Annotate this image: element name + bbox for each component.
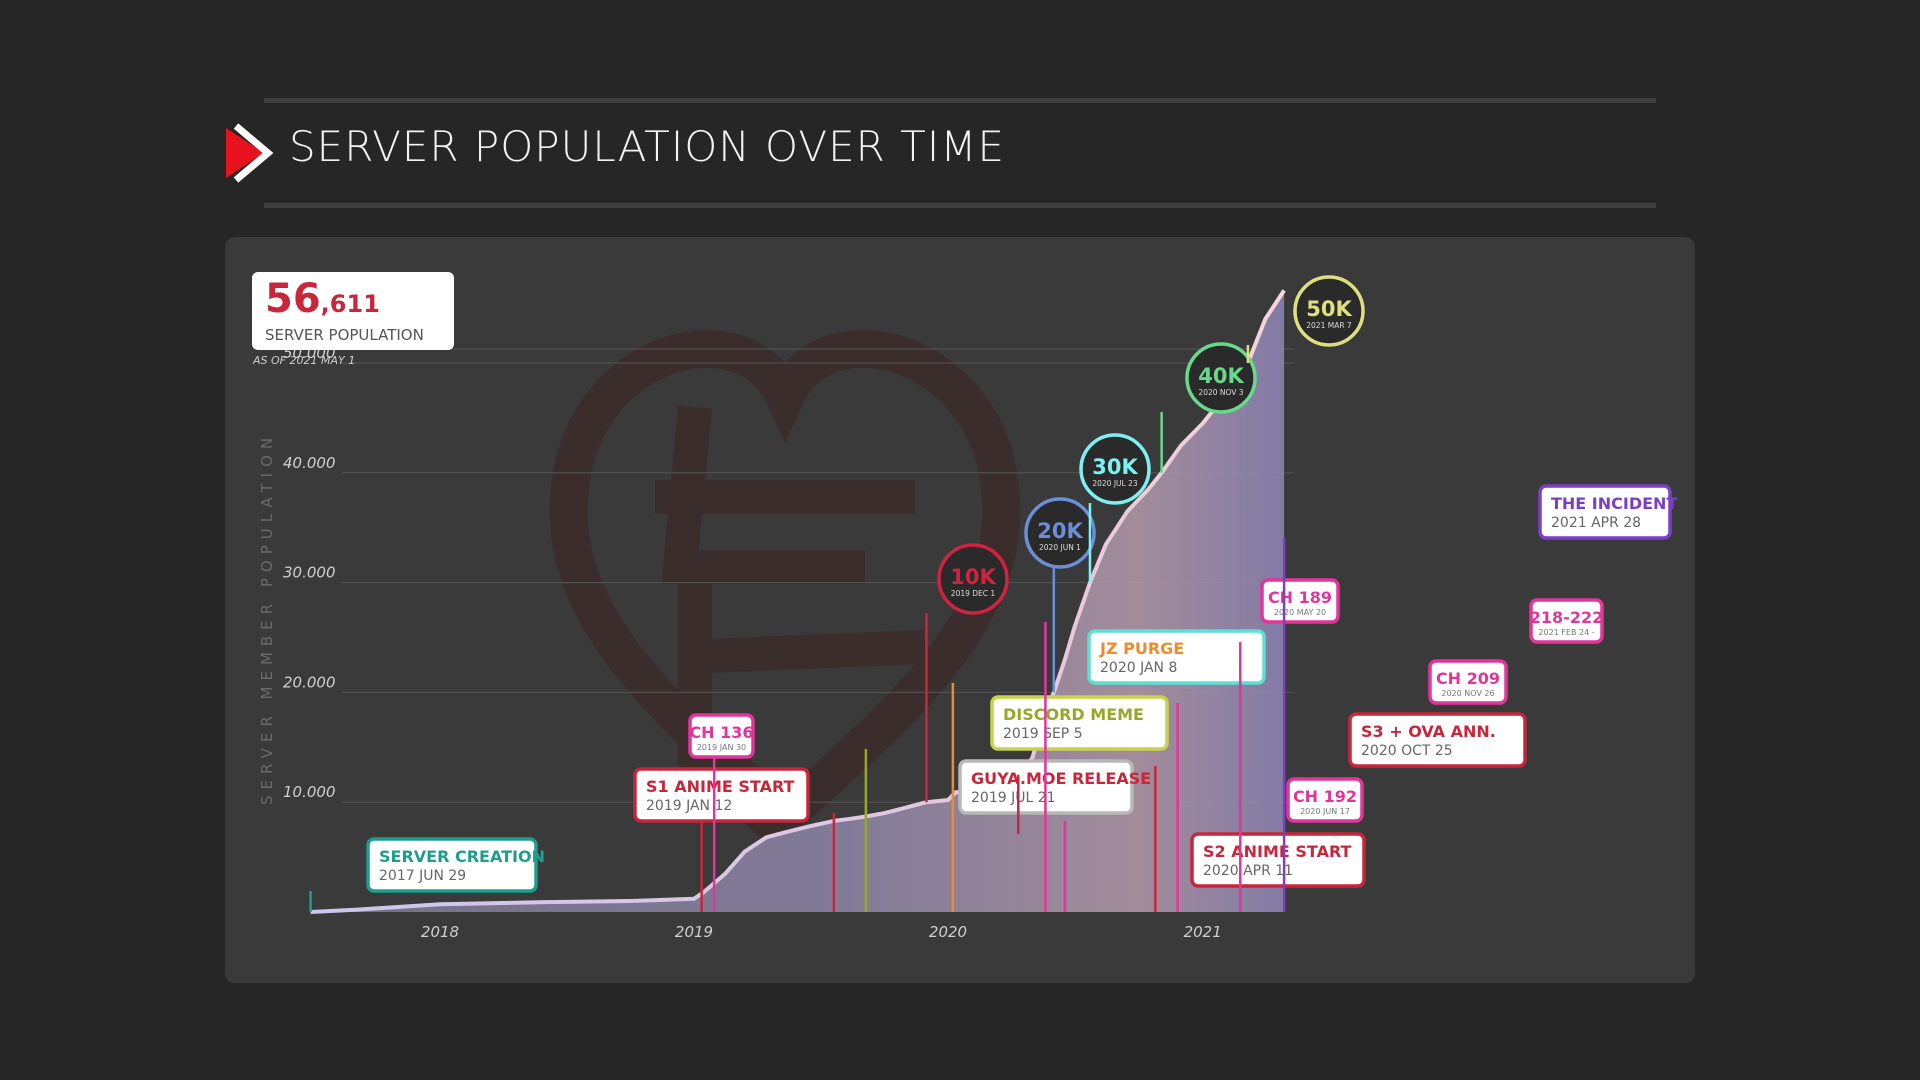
event-box — [366, 837, 538, 893]
milestone-date: 2021 MAR 7 — [1306, 321, 1352, 330]
page-title: SERVER POPULATION OVER TIME — [289, 122, 1005, 171]
event-box — [1538, 484, 1672, 540]
event-box — [633, 767, 810, 823]
y-tick-label: 10.000 — [283, 783, 336, 801]
event-date: 2020 MAY 20 — [1274, 608, 1326, 617]
watermark-emblem — [549, 330, 1021, 850]
milestone-bubble — [1079, 433, 1151, 505]
x-tick-label: 2019 — [675, 923, 713, 941]
stat-label: SERVER POPULATION — [265, 326, 424, 344]
event-title: S2 ANIME START — [1203, 842, 1352, 861]
milestone-bubble — [1185, 342, 1257, 414]
event-date: 2019 JUL 21 — [971, 790, 1056, 806]
stat-as-of: AS OF 2021 MAY 1 — [253, 354, 356, 367]
event-date: 2019 JAN 12 — [646, 798, 732, 814]
x-tick-label: 2018 — [421, 923, 459, 941]
event-title: CH 192 — [1293, 787, 1357, 806]
event-date: 2020 JAN 8 — [1100, 660, 1177, 676]
event-callout: DISCORD MEME 2019 SEP 5 — [864, 695, 1169, 912]
event-title: CH 189 — [1268, 588, 1332, 607]
play-arrow-icon — [226, 123, 274, 183]
event-box — [990, 695, 1169, 751]
event-title: CH 209 — [1436, 669, 1500, 688]
y-tick-label: 40.000 — [283, 454, 336, 472]
x-tick-label: 2021 — [1184, 923, 1222, 941]
milestone-value: 10K — [950, 565, 996, 589]
event-title: DISCORD MEME — [1003, 705, 1144, 724]
milestone-date: 2019 DEC 1 — [951, 589, 996, 598]
y-tick-label: 20.000 — [283, 673, 336, 691]
milestone-bubble — [1293, 275, 1365, 347]
y-axis-title: SERVER MEMBER POPULATION — [258, 431, 276, 805]
milestone-bubble — [1024, 497, 1096, 569]
event-title: S1 ANIME START — [646, 777, 795, 796]
population-area — [310, 290, 1285, 912]
event-date: 2019 SEP 5 — [1003, 726, 1083, 742]
event-title: 218-222 — [1530, 608, 1603, 627]
event-box — [1529, 598, 1604, 644]
event-callout: SERVER CREATION 2017 JUN 29 — [309, 837, 545, 912]
milestone-date: 2020 NOV 3 — [1198, 388, 1243, 397]
event-box — [1428, 659, 1508, 705]
event-box — [1348, 712, 1527, 768]
event-date: 2019 JAN 30 — [697, 743, 746, 752]
stat-value: 56,611 — [265, 276, 380, 322]
milestone-date: 2020 JUL 23 — [1092, 479, 1138, 488]
event-box — [688, 713, 755, 759]
milestone-value: 40K — [1198, 364, 1244, 388]
x-tick-label: 2020 — [929, 923, 967, 941]
stat-card: 56,611 SERVER POPULATION — [252, 272, 454, 350]
event-box — [1190, 832, 1366, 888]
event-date: 2020 APR 11 — [1203, 863, 1293, 879]
event-title: GUYA.MOE RELEASE — [971, 769, 1151, 788]
event-date: 2020 JUN 17 — [1300, 807, 1350, 816]
header-rule-bottom — [264, 203, 1656, 208]
watermark-glyph — [655, 405, 926, 850]
y-tick-label: 30.000 — [283, 564, 336, 582]
event-callout: JZ PURGE 2020 JAN 8 — [951, 629, 1266, 912]
event-title: CH 136 — [689, 723, 753, 742]
chart-panel: 10.000 20.000 30.000 40.000 50.000 2018 2019 20… — [225, 237, 1695, 983]
event-date: 2020 OCT 25 — [1361, 743, 1453, 759]
event-date: 2021 FEB 24 - — [1538, 628, 1594, 637]
event-date: 2017 JUN 29 — [379, 868, 466, 884]
event-box — [1286, 777, 1364, 823]
event-callout: S3 + OVA ANN. 2020 OCT 25 — [1154, 712, 1527, 912]
event-title: JZ PURGE — [1099, 639, 1184, 658]
event-date: 2020 NOV 26 — [1441, 689, 1494, 698]
header-rule-top — [264, 98, 1656, 103]
event-date: 2021 APR 28 — [1551, 515, 1641, 531]
event-box — [1260, 578, 1340, 624]
event-box — [1087, 629, 1266, 685]
milestone-value: 30K — [1092, 455, 1138, 479]
milestone-value: 50K — [1306, 297, 1352, 321]
event-callout: S1 ANIME START 2019 JAN 12 — [633, 767, 810, 912]
milestone-bubble — [937, 543, 1009, 615]
event-title: SERVER CREATION — [379, 847, 545, 866]
event-title: S3 + OVA ANN. — [1361, 722, 1496, 741]
milestone-date: 2020 JUN 1 — [1039, 543, 1081, 552]
event-callout: THE INCIDENT 2021 APR 28 — [1282, 484, 1677, 912]
event-title: THE INCIDENT — [1551, 494, 1677, 513]
milestone-value: 20K — [1037, 519, 1083, 543]
